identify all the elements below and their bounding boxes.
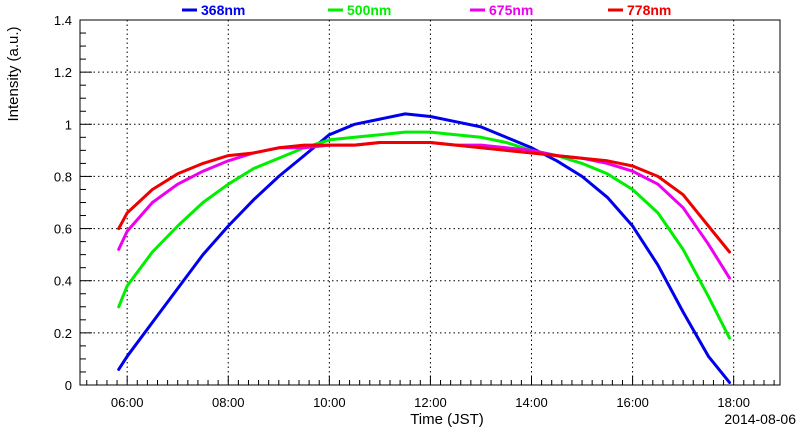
x-tick-label: 18:00	[717, 395, 750, 410]
legend-label: 778nm	[627, 2, 671, 18]
x-tick-label: 08:00	[212, 395, 245, 410]
y-tick-label: 1.4	[54, 13, 72, 28]
x-tick-label: 06:00	[111, 395, 144, 410]
series-line-675nm	[117, 141, 731, 280]
date-label: 2014-08-06	[724, 411, 796, 427]
legend-label: 368nm	[201, 2, 245, 18]
y-tick-label: 0.2	[54, 326, 72, 341]
y-axis-title: Intensity (a.u.)	[5, 26, 22, 121]
x-axis-title: Time (JST)	[410, 411, 484, 428]
y-tick-label: 1	[65, 117, 72, 132]
x-tick-label: 14:00	[515, 395, 548, 410]
plot-area	[117, 112, 731, 384]
axis-ticks: 06:00 08:00 10:00 12:00 14:00 16:00 18:00 0 0.2 0…	[54, 13, 775, 410]
x-tick-label: 12:00	[414, 395, 447, 410]
x-tick-label: 10:00	[313, 395, 346, 410]
y-tick-label: 0.6	[54, 222, 72, 237]
series-line-368nm	[117, 112, 731, 384]
x-tick-label: 16:00	[616, 395, 649, 410]
series-line-778nm	[117, 141, 731, 254]
grid	[80, 20, 780, 385]
legend: 368nm 500nm 675nm 778nm	[182, 2, 671, 18]
y-tick-label: 1.2	[54, 65, 72, 80]
legend-label: 675nm	[489, 2, 533, 18]
series-line-500nm	[117, 130, 731, 340]
y-tick-label: 0.4	[54, 274, 72, 289]
y-tick-label: 0.8	[54, 169, 72, 184]
y-tick-label: 0	[65, 378, 72, 393]
legend-label: 500nm	[347, 2, 391, 18]
